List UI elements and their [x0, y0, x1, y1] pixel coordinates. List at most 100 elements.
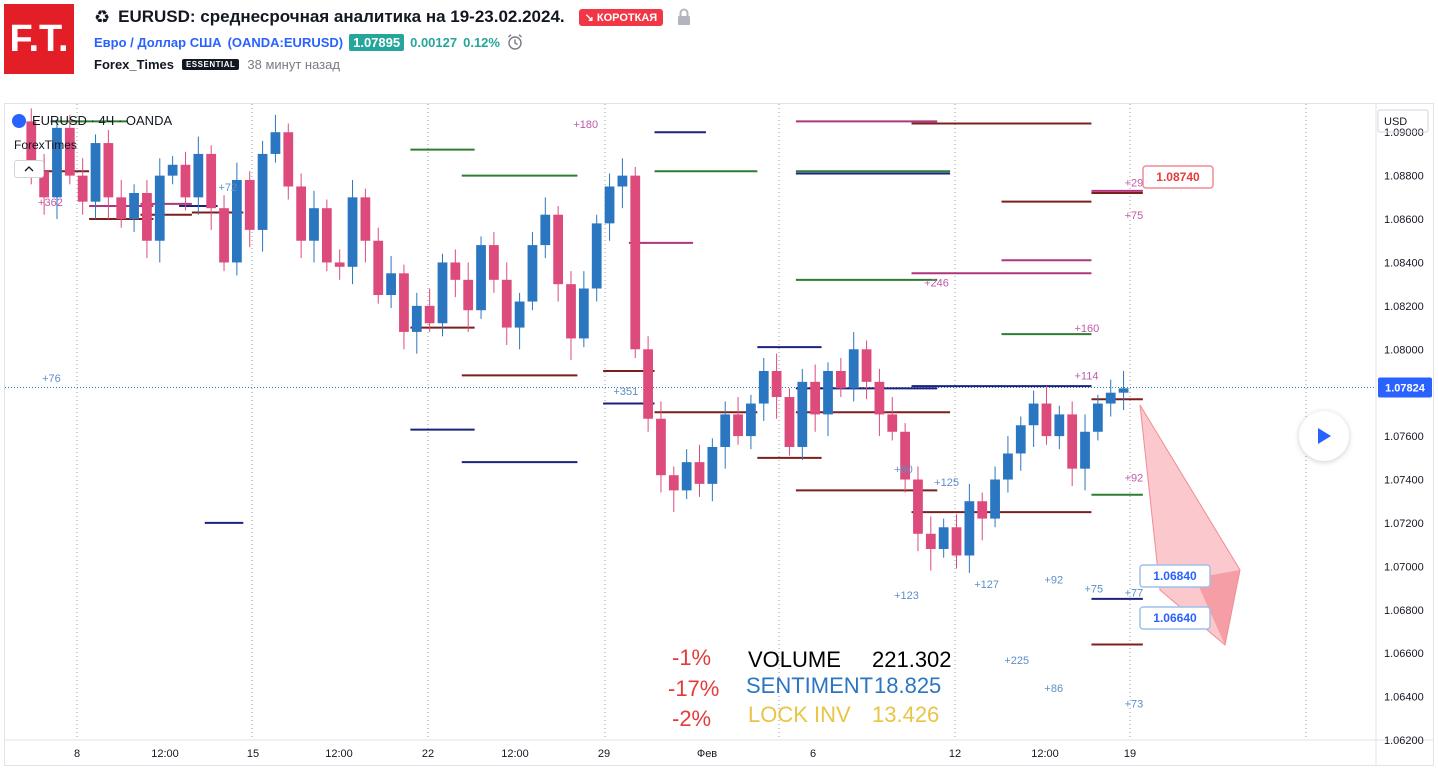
candle-body [1015, 425, 1026, 454]
candle-body [810, 381, 821, 415]
level-annotation: +160 [1074, 323, 1099, 335]
candle-body [964, 501, 975, 556]
candle-body [399, 273, 409, 332]
candle-body [52, 127, 62, 198]
symbol-name-link[interactable]: Евро / Доллар США [94, 34, 222, 50]
currency-button [1377, 109, 1429, 133]
candle-body [347, 197, 358, 267]
candle-body [373, 240, 384, 296]
sentiment-label: SENTIMENT [746, 673, 874, 698]
price-tick-label: 1.06400 [1384, 692, 1424, 704]
price-tick-label: 1.07600 [1384, 431, 1424, 443]
candle-body [244, 179, 255, 230]
logo-mark: F.T. [9, 18, 68, 60]
candle-body [1067, 414, 1078, 469]
logo-text: F.T. [9, 18, 68, 60]
candle-body [1092, 403, 1103, 432]
candle-body [142, 192, 152, 241]
idea-title: EURUSD: среднесрочная аналитика на 19-23… [118, 7, 565, 26]
current-price-tag [1378, 377, 1432, 398]
chart-symbol-label[interactable]: EURUSD · 4Ч · OANDA [32, 113, 173, 128]
candle-body [861, 349, 872, 382]
candle-body [116, 197, 127, 220]
price-change: 0.00127 [410, 34, 458, 50]
publish-time: 38 минут назад [247, 57, 340, 72]
price-callout-label: 1.06640 [1153, 611, 1197, 625]
level-annotation: +73 [1125, 698, 1144, 710]
candle-body [1041, 403, 1052, 437]
time-tick-label: 12:00 [325, 748, 353, 760]
level-annotation: +92 [1044, 575, 1063, 587]
lock-inv-label: LOCK INV [748, 702, 851, 727]
candle-body [784, 397, 795, 447]
level-annotation: +114 [1074, 371, 1098, 383]
level-annotation: +76 [42, 373, 61, 385]
candle-body [103, 143, 114, 198]
volume-label: VOLUME [748, 647, 841, 672]
time-tick-label: Фев [697, 748, 717, 760]
candle-body [257, 153, 268, 230]
chart-legend: EURUSD · 4Ч · OANDA [12, 113, 172, 128]
level-annotation: +72 [218, 182, 237, 194]
level-annotation: +351 [613, 386, 638, 398]
candle-body [887, 414, 898, 432]
indicator-label[interactable]: ForexTimes [14, 138, 77, 152]
level-annotation: +123 [894, 590, 919, 602]
candle-body [64, 127, 75, 176]
candle-body [951, 527, 962, 556]
price-tick-label: 1.08000 [1384, 344, 1424, 356]
candle-body [476, 245, 486, 311]
candle-body [360, 197, 371, 241]
candle-body [694, 462, 705, 484]
candle-body [643, 349, 653, 419]
play-chart-button[interactable] [1299, 411, 1349, 461]
candle-body [1028, 403, 1039, 426]
candle-body [1054, 414, 1065, 437]
candle-body [668, 475, 679, 491]
author-name-link[interactable]: Forex_Times [94, 57, 174, 72]
candle-body [309, 208, 319, 241]
candle-body [501, 279, 512, 328]
candle-body [540, 214, 551, 246]
candle-body [180, 164, 191, 198]
euro-flag-icon [12, 113, 26, 128]
candle-body [514, 301, 525, 328]
price-tick-label: 1.06200 [1384, 735, 1424, 747]
level-annotation: +75 [1125, 210, 1144, 222]
level-annotation: +127 [974, 579, 999, 591]
price-tick-label: 1.08600 [1384, 214, 1424, 226]
candle-body [77, 175, 88, 202]
price-tick-label: 1.06600 [1384, 648, 1424, 660]
alarm-clock-icon[interactable] [506, 33, 524, 51]
author-row: Forex_Times ESSENTIAL 38 минут назад [94, 57, 340, 72]
candle-body [578, 288, 589, 339]
candle-body [823, 370, 833, 415]
price-callout-box [1142, 165, 1214, 189]
candle-body [681, 462, 692, 491]
collapse-legend-button[interactable] [14, 160, 44, 178]
candle-body [874, 381, 885, 415]
time-tick-label: 12:00 [501, 748, 529, 760]
symbol-row: Евро / Доллар США (OANDA:EURUSD) 1.07895… [94, 33, 524, 51]
sentiment-value: 18.825 [874, 673, 942, 698]
level-annotation: +180 [573, 119, 598, 131]
forex-times-logo[interactable]: F.T. [4, 4, 74, 74]
candle-body [758, 370, 769, 404]
candle-body [746, 403, 756, 437]
price-tick-label: 1.08400 [1384, 257, 1424, 269]
price-tick-label: 1.06800 [1384, 605, 1424, 617]
stat-percent-3: -2% [672, 706, 712, 731]
candle-body [630, 175, 641, 350]
level-annotation: +77 [1125, 588, 1144, 600]
symbol-ticker-link[interactable]: (OANDA:EURUSD) [227, 34, 344, 50]
candle-body [411, 305, 422, 332]
candle-body [26, 121, 37, 172]
candle-body [835, 370, 846, 389]
price-callout-box [1139, 564, 1211, 588]
candle-body [167, 164, 178, 176]
candle-body [733, 414, 743, 437]
stat-percent-1: -1% [672, 645, 712, 670]
candle-body [1080, 431, 1090, 469]
price-tick-label: 1.08800 [1384, 171, 1424, 183]
